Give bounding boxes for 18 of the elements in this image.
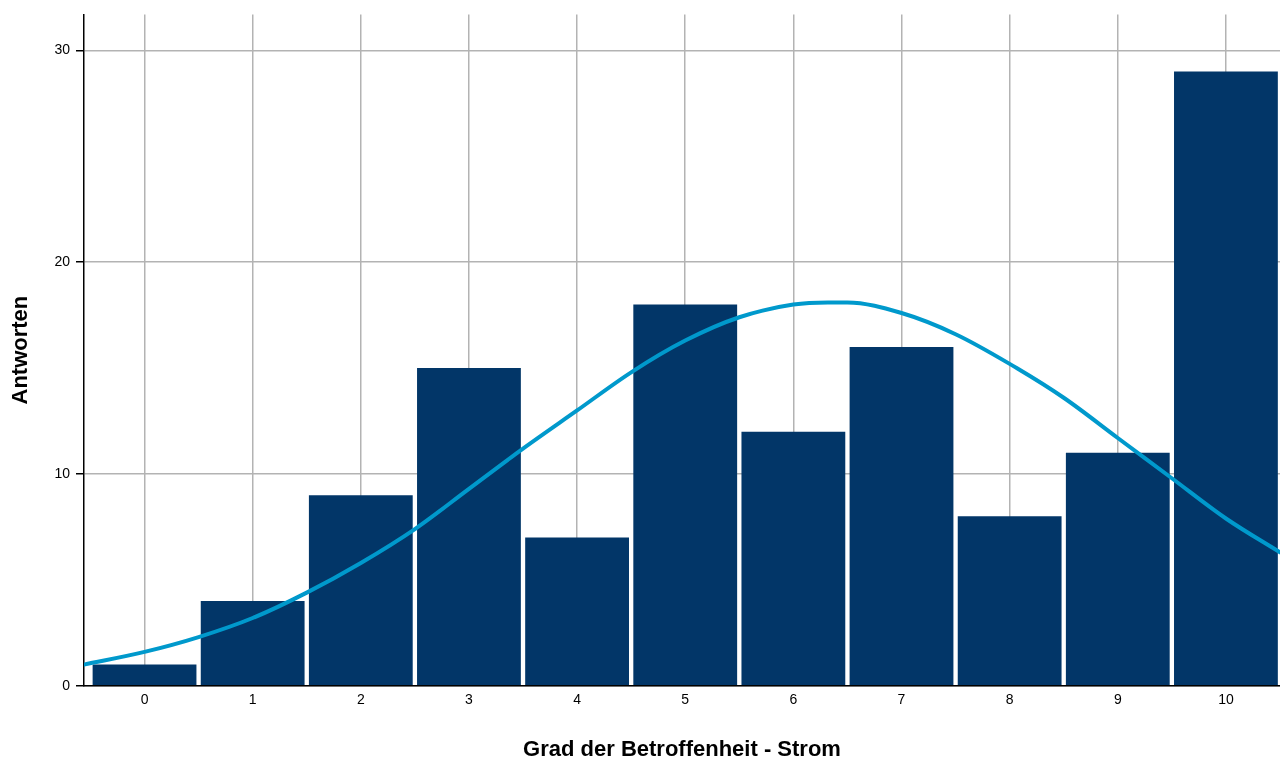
x-tick-label: 10 xyxy=(1218,691,1234,708)
x-tick-label: 7 xyxy=(897,691,906,708)
x-tick-label: 1 xyxy=(248,691,257,708)
x-tick-label: 4 xyxy=(573,691,582,708)
x-tick-label: 8 xyxy=(1005,691,1014,708)
x-tick-label: 2 xyxy=(356,691,365,708)
line-series xyxy=(83,300,1280,667)
x-tick-label: 5 xyxy=(681,691,690,708)
x-axis-title: Grad der Betroffenheit - Strom xyxy=(523,735,841,761)
y-tick-label: 0 xyxy=(62,676,71,693)
y-axis-title: Antworten xyxy=(7,295,33,405)
y-tick-label: 10 xyxy=(54,464,71,481)
y-tick-label: 20 xyxy=(54,253,71,270)
y-tick-label: 30 xyxy=(54,41,71,58)
x-tick-label: 0 xyxy=(140,691,149,708)
x-tick-label: 3 xyxy=(465,691,474,708)
x-tick-label: 9 xyxy=(1113,691,1122,708)
x-tick-label: 6 xyxy=(789,691,798,708)
